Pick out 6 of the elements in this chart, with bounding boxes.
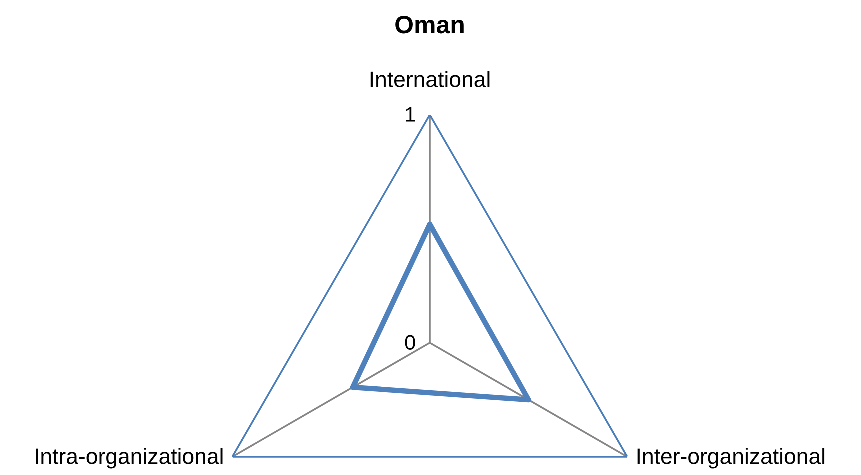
y-tick-label: 1 — [406, 107, 416, 122]
y-tick-label: 0 — [405, 335, 416, 350]
spoke-label: International — [370, 71, 490, 88]
chart-title: Oman — [396, 16, 464, 34]
spoke-label: Inter-organizational — [638, 448, 825, 469]
spoke-label: Intra-organizational — [36, 448, 223, 469]
